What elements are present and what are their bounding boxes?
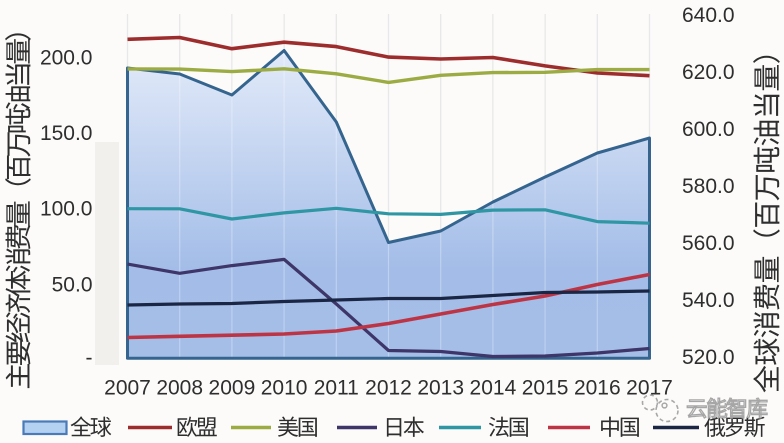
svg-text:2011: 2011 bbox=[314, 376, 359, 399]
svg-text:2017: 2017 bbox=[626, 376, 673, 399]
svg-text:-: - bbox=[86, 347, 93, 370]
svg-text:520.0: 520.0 bbox=[682, 346, 735, 369]
svg-text:2014: 2014 bbox=[470, 376, 517, 399]
svg-text:2013: 2013 bbox=[417, 376, 464, 399]
svg-text:2012: 2012 bbox=[365, 376, 412, 399]
svg-text:2015: 2015 bbox=[522, 376, 569, 399]
svg-text:540.0: 540.0 bbox=[682, 289, 735, 312]
svg-text:580.0: 580.0 bbox=[682, 175, 735, 198]
svg-text:2009: 2009 bbox=[209, 376, 256, 399]
svg-text:560.0: 560.0 bbox=[682, 232, 735, 255]
svg-text:2007: 2007 bbox=[104, 376, 151, 399]
svg-text:620.0: 620.0 bbox=[682, 61, 735, 84]
svg-text:150.0: 150.0 bbox=[40, 122, 93, 145]
svg-text:50.0: 50.0 bbox=[52, 273, 93, 296]
svg-text:100.0: 100.0 bbox=[40, 198, 93, 221]
svg-text:640.0: 640.0 bbox=[682, 4, 735, 27]
svg-text:600.0: 600.0 bbox=[682, 118, 735, 141]
svg-text:2008: 2008 bbox=[156, 376, 203, 399]
svg-text:200.0: 200.0 bbox=[40, 46, 93, 69]
svg-text:2016: 2016 bbox=[574, 376, 621, 399]
svg-text:2010: 2010 bbox=[261, 376, 308, 399]
